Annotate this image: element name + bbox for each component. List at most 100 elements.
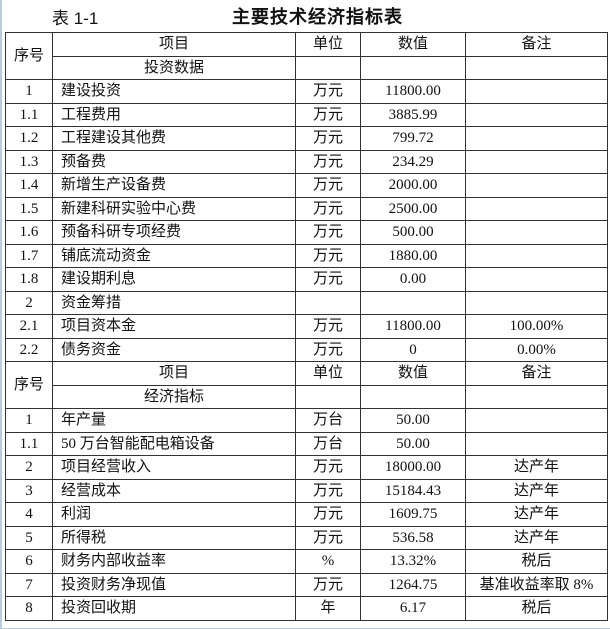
cell-item: 建设投资 xyxy=(52,79,296,104)
cell-note xyxy=(465,196,608,221)
cell-value: 500.00 xyxy=(360,220,466,245)
table-row: 1 建设投资 万元 11800.00 xyxy=(5,79,608,104)
cell-seq: 1 xyxy=(5,408,53,433)
cell-note xyxy=(465,173,608,198)
cell-seq: 1.2 xyxy=(5,126,53,151)
cell-item: 工程费用 xyxy=(52,102,296,127)
cell-value: 11800.00 xyxy=(360,314,466,339)
cell-value: 3885.99 xyxy=(360,102,466,127)
cell-seq: 1.1 xyxy=(5,431,53,456)
table-row: 1.1 50 万台智能配电箱设备 万台 50.00 xyxy=(5,431,608,456)
cell-seq: 1.3 xyxy=(5,149,53,174)
empty-cell xyxy=(360,384,466,409)
header-value: 数值 xyxy=(360,32,466,57)
cell-unit xyxy=(295,290,361,315)
cell-value: 1880.00 xyxy=(360,243,466,268)
cell-unit: 万元 xyxy=(295,267,361,292)
header-row: 序号 项目 单位 数值 备注 xyxy=(5,361,608,409)
cell-note: 达产年 xyxy=(465,525,608,550)
cell-note: 0.00% xyxy=(465,337,608,362)
table-row: 2 项目经营收入 万元 18000.00 达产年 xyxy=(5,455,608,480)
cell-seq: 1 xyxy=(5,79,53,104)
cell-unit: 万台 xyxy=(295,408,361,433)
cell-seq: 2.1 xyxy=(5,314,53,339)
cell-seq: 3 xyxy=(5,478,53,503)
cell-item: 50 万台智能配电箱设备 xyxy=(52,431,296,456)
cell-item: 财务内部收益率 xyxy=(52,549,296,574)
cell-value: 6.17 xyxy=(360,596,466,621)
cell-value xyxy=(360,290,466,315)
header-seq: 序号 xyxy=(5,361,53,409)
cell-unit: 万元 xyxy=(295,478,361,503)
cell-value: 799.72 xyxy=(360,126,466,151)
cell-item: 经营成本 xyxy=(52,478,296,503)
cell-note xyxy=(465,243,608,268)
empty-cell xyxy=(295,55,361,80)
cell-note xyxy=(465,149,608,174)
table-row: 1 年产量 万台 50.00 xyxy=(5,408,608,433)
cell-item: 投资回收期 xyxy=(52,596,296,621)
table-row: 2 资金筹措 xyxy=(5,290,608,315)
cell-note xyxy=(465,290,608,315)
cell-seq: 8 xyxy=(5,596,53,621)
header-row: 序号 项目 单位 数值 备注 xyxy=(5,32,608,80)
cell-unit: 万元 xyxy=(295,502,361,527)
cell-value: 11800.00 xyxy=(360,79,466,104)
cell-unit: % xyxy=(295,549,361,574)
cell-unit: 万元 xyxy=(295,314,361,339)
cell-note xyxy=(465,102,608,127)
cell-value: 2500.00 xyxy=(360,196,466,221)
cell-item: 预备费 xyxy=(52,149,296,174)
cell-item: 工程建设其他费 xyxy=(52,126,296,151)
table-row: 1.2 工程建设其他费 万元 799.72 xyxy=(5,126,608,151)
header-item: 项目 xyxy=(52,32,296,57)
cell-seq: 1.1 xyxy=(5,102,53,127)
table-row: 2.1 项目资本金 万元 11800.00 100.00% xyxy=(5,314,608,339)
cell-unit: 万元 xyxy=(295,243,361,268)
header-seq: 序号 xyxy=(5,32,53,80)
table-caption: 表 1-1 主要技术经济指标表 xyxy=(0,2,610,30)
cell-item: 投资财务净现值 xyxy=(52,572,296,597)
table-row: 8 投资回收期年 6.17 税后 xyxy=(5,596,608,621)
cell-item: 所得税 xyxy=(52,525,296,550)
cell-seq: 1.5 xyxy=(5,196,53,221)
cell-seq: 7 xyxy=(5,572,53,597)
indicator-table: 序号 项目 单位 数值 备注 投资数据 1 建设投资 万元 11800.00 1.1 工程费用 万元 38… xyxy=(5,32,608,621)
cell-item: 债务资金 xyxy=(52,337,296,362)
cell-seq: 1.7 xyxy=(5,243,53,268)
cell-unit: 万台 xyxy=(295,431,361,456)
cell-value: 0.00 xyxy=(360,267,466,292)
empty-cell xyxy=(295,384,361,409)
table-row: 1.3 预备费 万元 234.29 xyxy=(5,149,608,174)
header-item: 项目 xyxy=(52,361,296,386)
cell-seq: 6 xyxy=(5,549,53,574)
section-row: 经济指标 xyxy=(6,384,608,409)
cell-note: 达产年 xyxy=(465,502,608,527)
cell-seq: 1.8 xyxy=(5,267,53,292)
table-row: 1.5 新建科研实验中心费 万元 2500.00 xyxy=(5,196,608,221)
cell-note: 达产年 xyxy=(465,455,608,480)
cell-note xyxy=(465,431,608,456)
empty-cell xyxy=(465,55,608,80)
cell-note xyxy=(465,220,608,245)
cell-seq: 2 xyxy=(5,290,53,315)
cell-unit: 万元 xyxy=(295,525,361,550)
section-row: 投资数据 xyxy=(6,55,608,80)
cell-item: 铺底流动资金 xyxy=(52,243,296,268)
cell-seq: 2.2 xyxy=(5,337,53,362)
cell-note xyxy=(465,267,608,292)
cell-unit: 万元 xyxy=(295,196,361,221)
table-number: 表 1-1 xyxy=(52,9,99,28)
cell-value: 0 xyxy=(360,337,466,362)
cell-value: 536.58 xyxy=(360,525,466,550)
cell-item: 预备科研专项经费 xyxy=(52,220,296,245)
table-row: 2.2 债务资金 万元 0 0.00% xyxy=(5,337,608,362)
table-row: 7 投资财务净现值 万元 1264.75 基准收益率取 8% xyxy=(5,572,608,597)
cell-seq: 4 xyxy=(5,502,53,527)
empty-cell xyxy=(360,55,466,80)
cell-note: 税后 xyxy=(465,596,608,621)
cell-value: 234.29 xyxy=(360,149,466,174)
cell-note: 100.00% xyxy=(465,314,608,339)
table-row: 1.4 新增生产设备费 万元 2000.00 xyxy=(5,173,608,198)
header-note: 备注 xyxy=(465,32,608,57)
